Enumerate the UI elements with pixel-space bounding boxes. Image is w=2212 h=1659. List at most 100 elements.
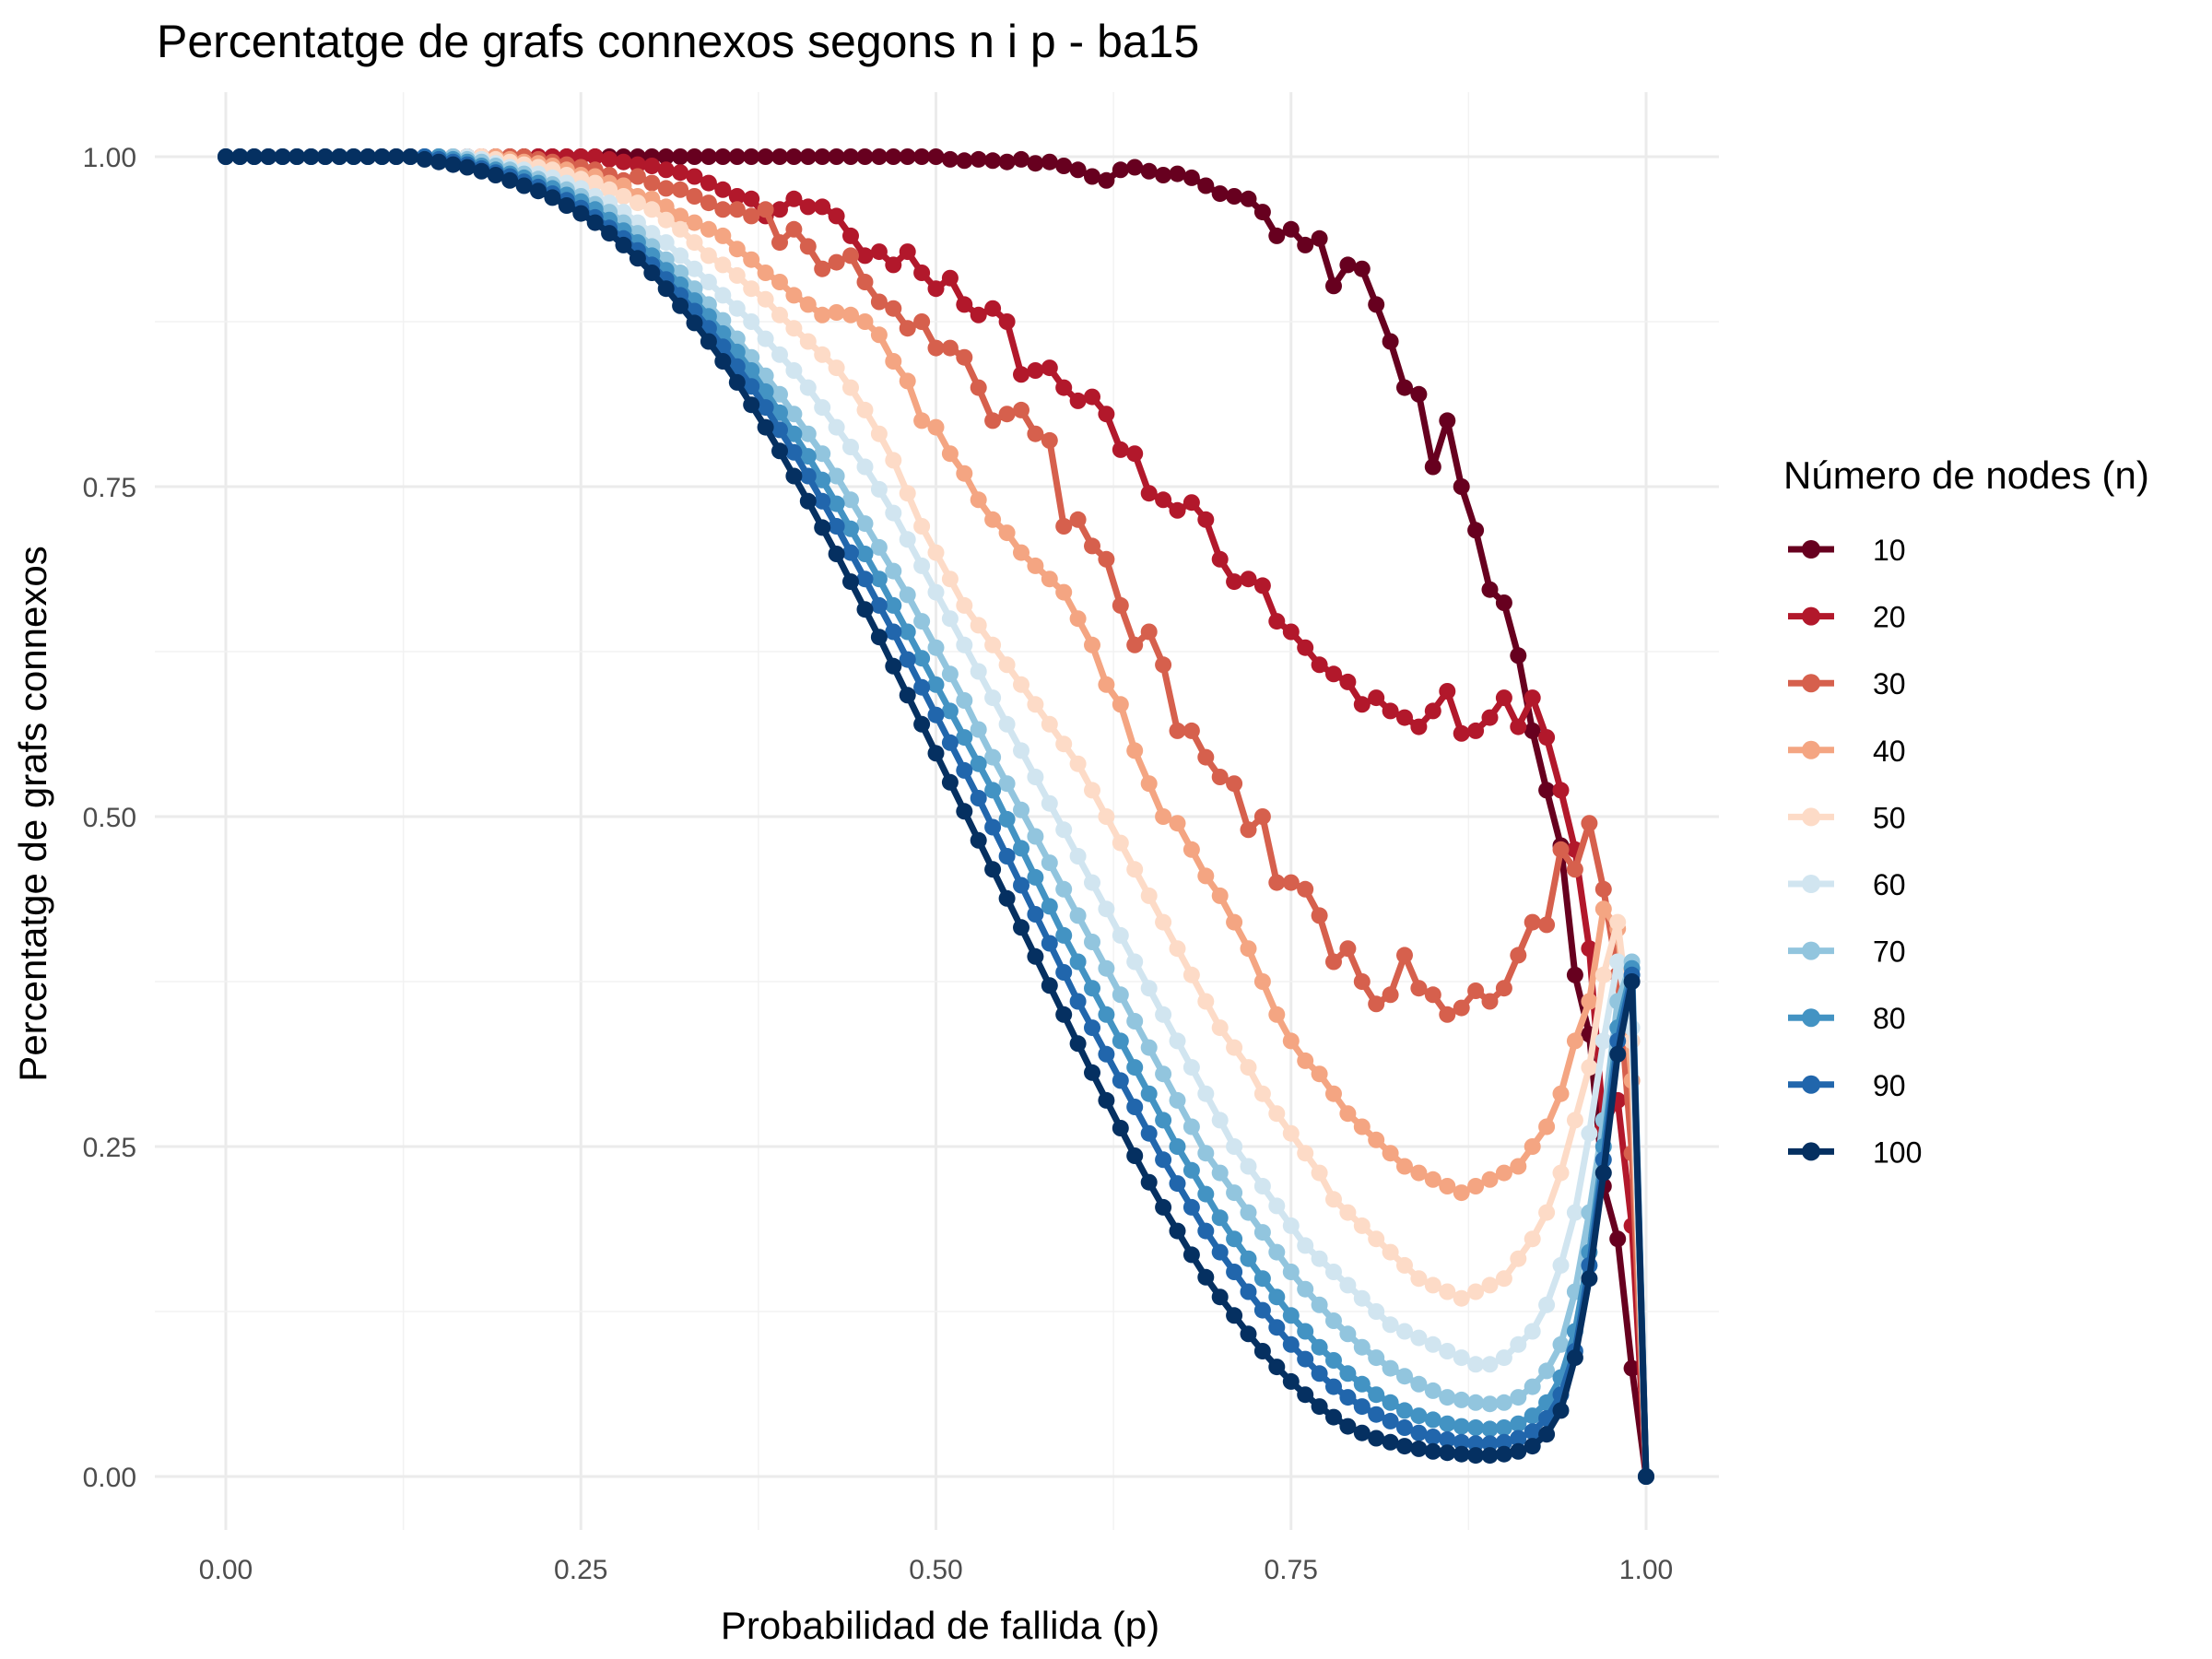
legend-label: 10 <box>1873 534 1906 567</box>
data-point <box>1566 1204 1583 1221</box>
data-point <box>1495 1270 1512 1288</box>
data-point <box>1182 966 1200 983</box>
data-point <box>1126 742 1144 759</box>
data-point <box>1453 1289 1470 1307</box>
data-point <box>1439 1415 1456 1432</box>
data-point <box>1552 1085 1570 1102</box>
data-point <box>1368 1386 1385 1404</box>
data-point <box>799 148 817 165</box>
data-point <box>1027 425 1044 442</box>
data-point <box>899 623 916 641</box>
series-lines <box>218 148 1654 1485</box>
data-point <box>856 601 874 618</box>
data-point <box>1253 1085 1271 1102</box>
data-point <box>1297 1350 1314 1368</box>
data-point <box>1098 1045 1115 1063</box>
data-point <box>927 339 945 357</box>
data-point <box>1382 702 1399 720</box>
data-point <box>1524 1423 1541 1441</box>
data-point <box>1368 1230 1385 1248</box>
data-point <box>814 260 831 277</box>
data-point <box>1353 1398 1371 1416</box>
data-point <box>459 159 476 176</box>
data-point <box>1112 1120 1129 1136</box>
data-point <box>1140 1124 1158 1142</box>
data-point <box>1197 1268 1215 1286</box>
data-point <box>586 214 604 231</box>
data-point <box>1155 913 1172 931</box>
data-point <box>728 148 746 165</box>
data-point <box>1524 1138 1541 1155</box>
data-point <box>1594 880 1612 898</box>
data-point <box>1467 1356 1485 1373</box>
data-point <box>1226 775 1243 793</box>
legend-label: 50 <box>1873 801 1906 834</box>
data-point <box>1084 537 1100 555</box>
data-point <box>984 782 1002 799</box>
data-point <box>1197 511 1215 528</box>
data-point <box>1155 656 1172 674</box>
data-point <box>913 650 931 667</box>
data-point <box>1140 887 1158 904</box>
data-point <box>1041 977 1058 994</box>
data-point <box>1453 1349 1470 1367</box>
data-point <box>1169 1091 1186 1109</box>
data-point <box>1382 1433 1399 1451</box>
data-point <box>1481 709 1499 726</box>
data-point <box>672 148 689 165</box>
data-point <box>1041 898 1058 915</box>
data-point <box>1368 1430 1385 1447</box>
data-point <box>1538 916 1556 934</box>
data-point <box>473 162 490 180</box>
data-point <box>1240 1283 1257 1300</box>
data-point <box>1339 673 1357 690</box>
data-point <box>728 266 746 284</box>
data-point <box>1098 900 1115 918</box>
data-point <box>1538 729 1556 747</box>
data-point <box>1481 1435 1499 1453</box>
data-point <box>870 538 888 556</box>
data-point <box>714 287 732 304</box>
data-point <box>245 148 263 165</box>
data-point <box>1268 1006 1286 1023</box>
data-point <box>1055 158 1073 174</box>
data-point <box>1297 1323 1314 1340</box>
legend-key-point <box>1802 1008 1820 1028</box>
data-point <box>331 148 348 165</box>
data-point <box>1439 1430 1456 1448</box>
data-point <box>842 247 859 265</box>
legend-key-point <box>1802 540 1820 559</box>
data-point <box>1182 1198 1200 1216</box>
data-point <box>941 610 959 628</box>
data-point <box>1311 1065 1328 1083</box>
data-point <box>700 220 717 238</box>
data-point <box>444 156 462 173</box>
data-point <box>1211 887 1229 904</box>
data-point <box>1013 676 1030 693</box>
data-point <box>1453 1184 1470 1202</box>
data-point <box>885 596 902 614</box>
data-point <box>1297 236 1314 253</box>
data-point <box>913 557 931 574</box>
data-point <box>1226 1230 1243 1248</box>
data-point <box>430 153 448 171</box>
data-point <box>814 445 831 463</box>
data-point <box>1510 647 1527 665</box>
data-point <box>1552 1256 1570 1274</box>
data-point <box>1098 808 1115 825</box>
data-point <box>1282 1264 1300 1280</box>
data-point <box>1453 1418 1470 1435</box>
data-point <box>700 194 717 212</box>
data-point <box>728 188 746 205</box>
data-point <box>885 623 902 641</box>
data-point <box>785 467 803 485</box>
data-point <box>913 412 931 429</box>
data-point <box>856 148 874 165</box>
data-point <box>1069 993 1087 1010</box>
data-point <box>1524 722 1541 739</box>
data-point <box>1495 1349 1512 1367</box>
data-point <box>1325 1191 1342 1208</box>
data-point <box>1240 940 1257 958</box>
data-point <box>1311 229 1328 247</box>
legend-label: 90 <box>1873 1069 1906 1102</box>
